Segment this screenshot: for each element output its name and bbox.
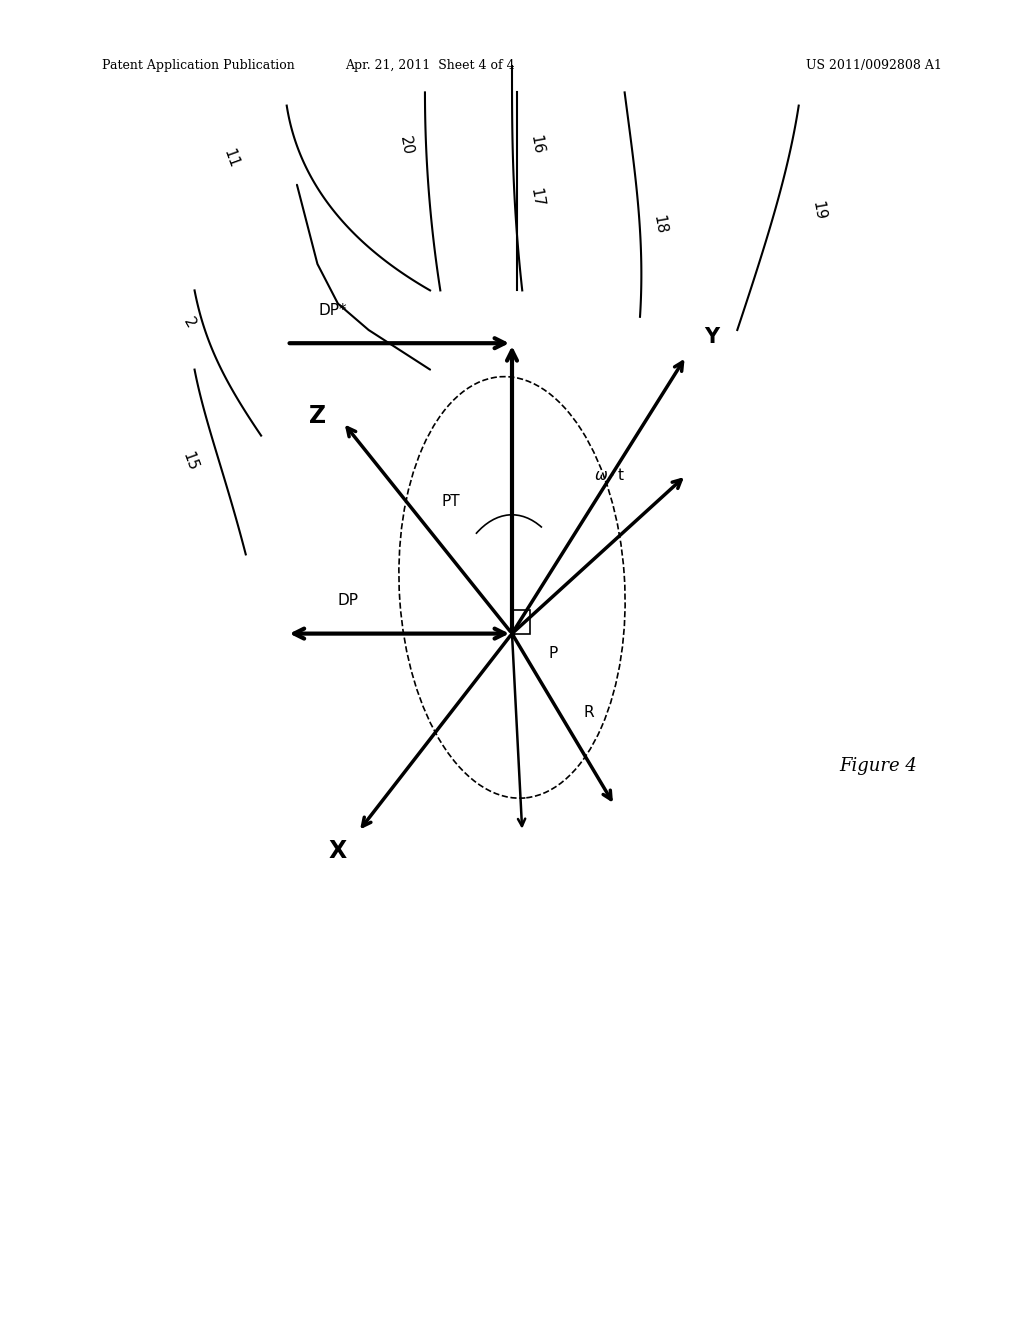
Text: 15: 15 bbox=[179, 450, 200, 474]
Text: 17: 17 bbox=[527, 187, 546, 209]
Text: X: X bbox=[329, 840, 347, 863]
Text: 11: 11 bbox=[220, 147, 241, 170]
Text: Figure 4: Figure 4 bbox=[840, 756, 918, 775]
Text: US 2011/0092808 A1: US 2011/0092808 A1 bbox=[806, 59, 942, 73]
Text: PT: PT bbox=[441, 494, 460, 510]
Text: DP*: DP* bbox=[318, 302, 347, 318]
Text: 20: 20 bbox=[396, 135, 415, 156]
Text: 2: 2 bbox=[180, 315, 199, 331]
Text: DP: DP bbox=[338, 593, 358, 609]
Text: $\omega\cdot$t: $\omega\cdot$t bbox=[594, 467, 625, 483]
Text: Y: Y bbox=[705, 326, 719, 347]
Text: R: R bbox=[584, 705, 594, 721]
Text: Apr. 21, 2011  Sheet 4 of 4: Apr. 21, 2011 Sheet 4 of 4 bbox=[345, 59, 515, 73]
Text: Patent Application Publication: Patent Application Publication bbox=[102, 59, 295, 73]
Text: 18: 18 bbox=[650, 214, 669, 235]
Text: 16: 16 bbox=[527, 135, 546, 156]
Text: 19: 19 bbox=[809, 201, 827, 222]
Text: P: P bbox=[548, 645, 558, 661]
Text: Z: Z bbox=[309, 404, 326, 428]
